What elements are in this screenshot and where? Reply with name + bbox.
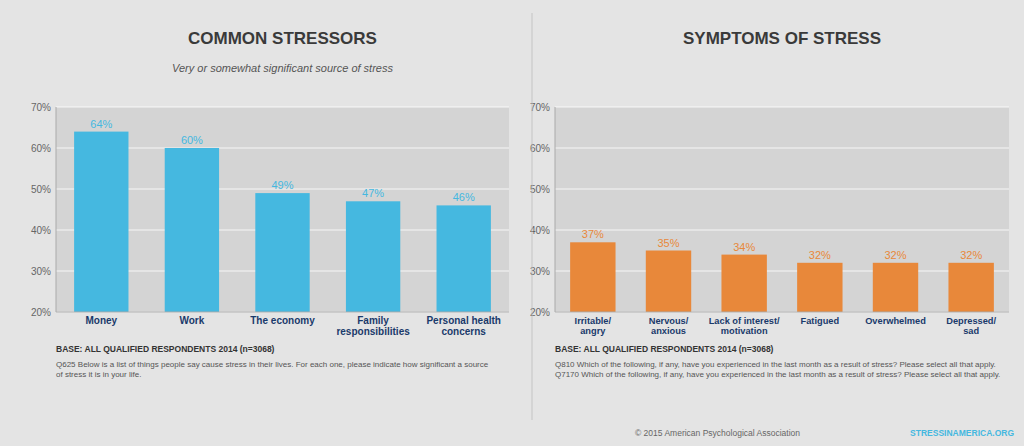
y-tick-label: 50% — [31, 184, 51, 195]
y-tick-label: 70% — [530, 102, 550, 113]
bar — [948, 263, 993, 312]
y-tick-label: 30% — [530, 266, 550, 277]
data-label: 46% — [453, 191, 475, 203]
y-tick-label: 20% — [31, 307, 51, 318]
x-tick-label: Fatigued — [801, 316, 840, 326]
footnote: Q810 Which of the following, if any, hav… — [555, 360, 1000, 379]
grid-line — [555, 230, 1009, 231]
divider — [532, 13, 533, 420]
subtitle: Very or somewhat significant source of s… — [172, 62, 393, 74]
x-tick-label: Personal healthconcerns — [426, 315, 500, 337]
x-axis-line — [555, 312, 1009, 313]
x-tick-label: Nervous/anxious — [649, 316, 689, 336]
data-label: 32% — [809, 249, 831, 261]
grid-line — [555, 148, 1009, 149]
bar — [797, 263, 842, 312]
footnote: Q625 Below is a list of things people sa… — [56, 360, 489, 379]
plot-area — [555, 107, 1009, 312]
bar — [346, 201, 400, 312]
text-line: Q7170 Which of the following, if any, ha… — [555, 370, 1000, 379]
data-label: 35% — [657, 237, 679, 249]
text-line: The economy — [250, 315, 315, 326]
text-line: Q810 Which of the following, if any, hav… — [555, 360, 996, 369]
title: COMMON STRESSORS — [188, 29, 377, 48]
text-line: Q625 Below is a list of things people sa… — [56, 360, 489, 369]
bar — [437, 205, 491, 312]
data-label: 32% — [960, 249, 982, 261]
bar — [74, 132, 128, 312]
text-line: Nervous/ — [649, 316, 689, 326]
text-line: Family — [357, 315, 389, 326]
text-line: Work — [179, 315, 204, 326]
text-line: anxious — [651, 326, 686, 336]
text-line: responsibilities — [336, 326, 410, 337]
bars — [570, 242, 994, 312]
x-tick-label: The economy — [250, 315, 315, 326]
plot-area — [56, 107, 509, 312]
figure: 20% 30% 40% 50% 60% 70% 64% 60% 49% 47% 46% Money Wo… — [0, 0, 1024, 446]
bar — [721, 255, 766, 312]
grid-line — [56, 312, 509, 313]
text-line: sad — [963, 326, 979, 336]
bar — [570, 242, 615, 312]
text-line: angry — [580, 326, 606, 336]
grid-line — [555, 189, 1009, 190]
text-line: Personal health — [426, 315, 500, 326]
y-tick-label: 20% — [530, 307, 550, 318]
bar — [646, 251, 691, 313]
x-axis-line — [56, 312, 509, 313]
x-tick-label: Familyresponsibilities — [336, 315, 410, 337]
base-note: BASE: ALL QUALIFIED RESPONDENTS 2014 (n=… — [555, 344, 774, 354]
y-axis-line — [555, 107, 556, 312]
chart-panel: 20% 30% 40% 50% 60% 70% 37% 35% 34% 32% 32% 32% Irri… — [530, 29, 1014, 438]
x-tick-label: Money — [85, 315, 117, 326]
y-tick-label: 50% — [530, 184, 550, 195]
y-tick-label: 40% — [31, 225, 51, 236]
y-tick-label: 30% — [31, 266, 51, 277]
text-line: Irritable/ — [575, 316, 612, 326]
y-axis-line — [56, 107, 57, 312]
background — [0, 0, 1024, 446]
x-tick-label: Work — [179, 315, 204, 326]
text-line: of stress it is in your life. — [56, 370, 141, 379]
y-tick-label: 60% — [530, 143, 550, 154]
footer-right: STRESSINAMERICA.ORG — [910, 428, 1014, 438]
data-label: 37% — [582, 228, 604, 240]
base-note: BASE: ALL QUALIFIED RESPONDENTS 2014 (n=… — [56, 344, 275, 354]
y-tick-label: 70% — [31, 102, 51, 113]
bar — [165, 148, 219, 312]
text-line: Lack of interest/ — [709, 316, 780, 326]
footer-left: © 2015 American Psychological Associatio… — [635, 428, 800, 438]
text-line: Money — [85, 315, 117, 326]
chart-panel: 20% 30% 40% 50% 60% 70% 64% 60% 49% 47% 46% Money Wo… — [31, 29, 509, 379]
y-tick-label: 40% — [530, 225, 550, 236]
x-tick-label: Lack of interest/motivation — [709, 316, 780, 336]
text-line: Overwhelmed — [865, 316, 926, 326]
text-line: motivation — [721, 326, 768, 336]
data-label: 47% — [362, 187, 384, 199]
data-label: 32% — [884, 249, 906, 261]
text-line: concerns — [441, 326, 486, 337]
grid-line — [555, 312, 1009, 313]
grid-line — [555, 271, 1009, 272]
y-tick-label: 60% — [31, 143, 51, 154]
bars — [74, 132, 491, 312]
data-label: 60% — [181, 134, 203, 146]
x-tick-label: Overwhelmed — [865, 316, 926, 326]
x-tick-label: Irritable/angry — [575, 316, 612, 336]
grid-line — [555, 107, 1009, 108]
bar — [255, 193, 309, 312]
title: SYMPTOMS OF STRESS — [683, 29, 881, 48]
x-tick-label: Depressed/sad — [946, 316, 996, 336]
data-label: 64% — [90, 118, 112, 130]
text-line: Fatigued — [801, 316, 840, 326]
bar — [873, 263, 918, 312]
data-label: 34% — [733, 241, 755, 253]
text-line: Depressed/ — [946, 316, 996, 326]
data-label: 49% — [271, 179, 293, 191]
grid-line — [56, 107, 509, 108]
